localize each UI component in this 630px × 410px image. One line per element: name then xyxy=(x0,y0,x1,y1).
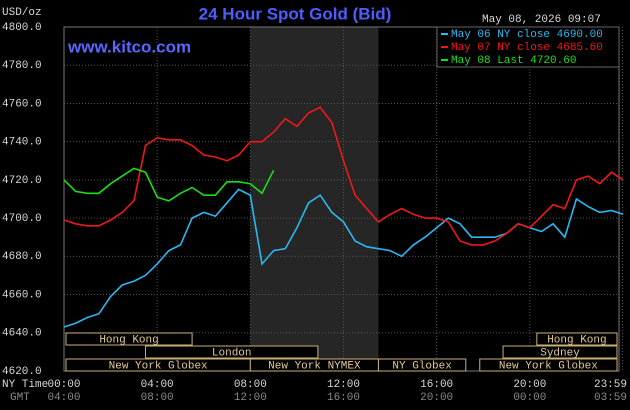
y-tick-label: 4660.0 xyxy=(2,289,42,301)
session-label: Hong Kong xyxy=(547,334,606,346)
y-tick-label: 4720.0 xyxy=(2,175,42,187)
legend-label: May 08 Last 4720.60 xyxy=(451,55,576,67)
session-label: London xyxy=(212,347,252,359)
legend-box xyxy=(436,26,620,68)
session-bar xyxy=(377,358,467,372)
session-label: NY Globex xyxy=(392,360,452,372)
unit-label: USD/oz xyxy=(2,7,42,19)
x2-tick-label: 03:59 xyxy=(594,392,627,404)
legend-label: May 07 NY close 4685.60 xyxy=(451,42,603,54)
session-label: New York Globex xyxy=(109,360,208,372)
y-tick-label: 4680.0 xyxy=(2,251,42,263)
session-bar xyxy=(65,332,193,346)
session-label: New York NYMEX xyxy=(268,360,361,372)
y-tick-label: 4640.0 xyxy=(2,328,42,340)
x2-tick-label: 00:00 xyxy=(513,392,546,404)
session-label: New York Globex xyxy=(499,360,598,372)
session-bar xyxy=(502,345,618,359)
legend-label: May 06 NY close 4690.00 xyxy=(451,29,603,41)
session-bar xyxy=(479,358,618,372)
x2-axis-label: GMT xyxy=(10,392,30,404)
x2-tick-label: 12:00 xyxy=(234,392,267,404)
x2-tick-label: 16:00 xyxy=(327,392,360,404)
session-bar xyxy=(536,332,618,346)
session-bar xyxy=(145,345,319,359)
x2-tick-label: 20:00 xyxy=(420,392,453,404)
y-tick-label: 4620.0 xyxy=(2,366,42,378)
x-tick-label: 23:59 xyxy=(594,379,627,391)
x-tick-label: 12:00 xyxy=(327,379,360,391)
x-tick-label: 16:00 xyxy=(420,379,453,391)
y-tick-label: 4800.0 xyxy=(2,22,42,34)
timestamp: May 08, 2026 09:07 xyxy=(482,14,601,26)
chart-title: 24 Hour Spot Gold (Bid) xyxy=(199,4,392,23)
y-tick-label: 4700.0 xyxy=(2,213,42,225)
x-tick-label: 00:00 xyxy=(47,379,80,391)
x-tick-label: 20:00 xyxy=(513,379,546,391)
y-tick-label: 4780.0 xyxy=(2,60,42,72)
x-tick-label: 08:00 xyxy=(234,379,267,391)
x2-tick-label: 08:00 xyxy=(141,392,174,404)
series-line xyxy=(63,106,624,246)
y-tick-label: 4760.0 xyxy=(2,98,42,110)
series-line xyxy=(63,167,275,202)
session-label: Sydney xyxy=(540,347,580,359)
x2-tick-label: 04:00 xyxy=(47,392,80,404)
y-tick-label: 4740.0 xyxy=(2,137,42,149)
x-axis-label: NY Time xyxy=(2,379,48,391)
website: www.kitco.com xyxy=(67,37,191,56)
session-label: Hong Kong xyxy=(99,334,158,346)
x-tick-label: 04:00 xyxy=(141,379,174,391)
